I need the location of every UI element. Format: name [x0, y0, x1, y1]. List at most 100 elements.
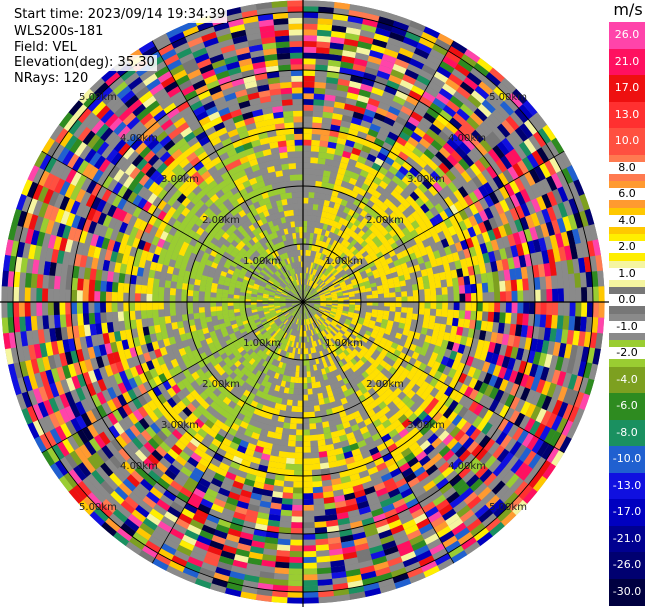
- range-gate: [433, 192, 444, 204]
- range-gate: [524, 403, 537, 419]
- range-gate: [313, 257, 318, 264]
- range-gate: [341, 263, 349, 270]
- range-gate: [134, 292, 141, 302]
- range-gate: [417, 183, 429, 194]
- range-gate: [326, 243, 333, 251]
- range-gate: [489, 90, 505, 106]
- range-gate: [442, 449, 455, 462]
- range-gate: [367, 239, 376, 248]
- range-gate: [484, 135, 498, 150]
- range-gate: [423, 164, 435, 176]
- range-gate: [425, 484, 440, 497]
- range-gate: [446, 253, 455, 264]
- range-gate: [409, 58, 425, 70]
- range-gate: [288, 568, 303, 575]
- range-gate: [348, 325, 355, 332]
- range-gate: [106, 311, 113, 323]
- range-gate: [577, 257, 586, 274]
- range-gate: [364, 6, 382, 17]
- range-gate: [454, 259, 462, 270]
- range-gate: [482, 340, 491, 352]
- range-gate: [314, 538, 329, 546]
- range-gate: [346, 338, 353, 345]
- range-gate: [293, 464, 303, 471]
- range-gate: [326, 271, 332, 278]
- range-gate: [481, 282, 489, 293]
- range-gate: [343, 247, 350, 255]
- range-gate: [498, 404, 510, 419]
- range-gate: [450, 40, 468, 55]
- range-gate: [13, 286, 20, 302]
- range-gate: [364, 283, 372, 289]
- range-gate: [385, 324, 393, 331]
- range-gate: [312, 308, 318, 313]
- range-gate: [210, 292, 217, 298]
- range-gate: [311, 274, 315, 281]
- range-gate: [349, 153, 360, 162]
- range-gate: [467, 366, 477, 378]
- range-gate: [460, 53, 478, 68]
- range-gate: [396, 327, 404, 335]
- range-gate: [388, 180, 399, 190]
- range-gate: [520, 188, 532, 204]
- range-gate: [434, 203, 445, 214]
- range-gate: [346, 353, 354, 361]
- range-gate: [434, 380, 444, 391]
- range-gate: [310, 288, 315, 294]
- range-gate: [316, 245, 322, 253]
- range-gate: [410, 84, 426, 97]
- range-gate: [302, 585, 319, 592]
- range-gate: [152, 301, 159, 310]
- range-gate: [504, 209, 515, 224]
- range-gate: [434, 38, 452, 52]
- range-gate: [541, 380, 552, 397]
- range-gate: [468, 400, 479, 413]
- range-gate: [359, 270, 367, 277]
- range-gate: [470, 90, 486, 105]
- range-gate: [347, 360, 355, 368]
- range-gate: [463, 194, 474, 207]
- range-gate: [568, 389, 579, 407]
- range-gate: [377, 289, 384, 295]
- range-gate: [543, 262, 552, 278]
- range-gate: [424, 394, 435, 405]
- range-gate: [551, 384, 563, 401]
- range-gate: [394, 58, 410, 70]
- range-gate: [523, 290, 530, 303]
- range-gate: [366, 305, 373, 310]
- range-gate: [558, 246, 567, 262]
- range-gate: [316, 433, 325, 441]
- range-gate: [423, 148, 436, 161]
- range-gate: [416, 157, 428, 169]
- range-gate: [527, 277, 535, 291]
- range-gate: [321, 211, 328, 219]
- range-gate: [321, 260, 327, 267]
- range-gate: [445, 78, 461, 92]
- range-gate: [366, 257, 374, 265]
- range-gate: [312, 498, 325, 505]
- range-gate: [526, 153, 540, 170]
- range-gate: [286, 451, 296, 459]
- range-gate: [487, 148, 501, 163]
- range-gate: [345, 139, 356, 148]
- range-gate: [296, 417, 303, 424]
- range-gate: [313, 405, 321, 412]
- range-gate: [360, 302, 367, 306]
- range-gate: [539, 276, 547, 291]
- range-gate: [467, 133, 481, 148]
- range-gate: [422, 254, 430, 263]
- range-gate: [346, 21, 363, 30]
- range-gate: [318, 152, 327, 159]
- range-gate: [302, 458, 312, 465]
- range-gate: [317, 204, 324, 212]
- range-gate: [397, 382, 407, 392]
- range-gate: [452, 478, 467, 492]
- range-gate: [507, 257, 516, 270]
- range-gate: [187, 307, 194, 315]
- range-gate: [514, 398, 526, 414]
- range-gate: [395, 400, 406, 410]
- range-gate: [543, 428, 557, 445]
- range-gate: [328, 332, 335, 339]
- range-gate: [316, 169, 325, 177]
- range-gate: [351, 69, 366, 79]
